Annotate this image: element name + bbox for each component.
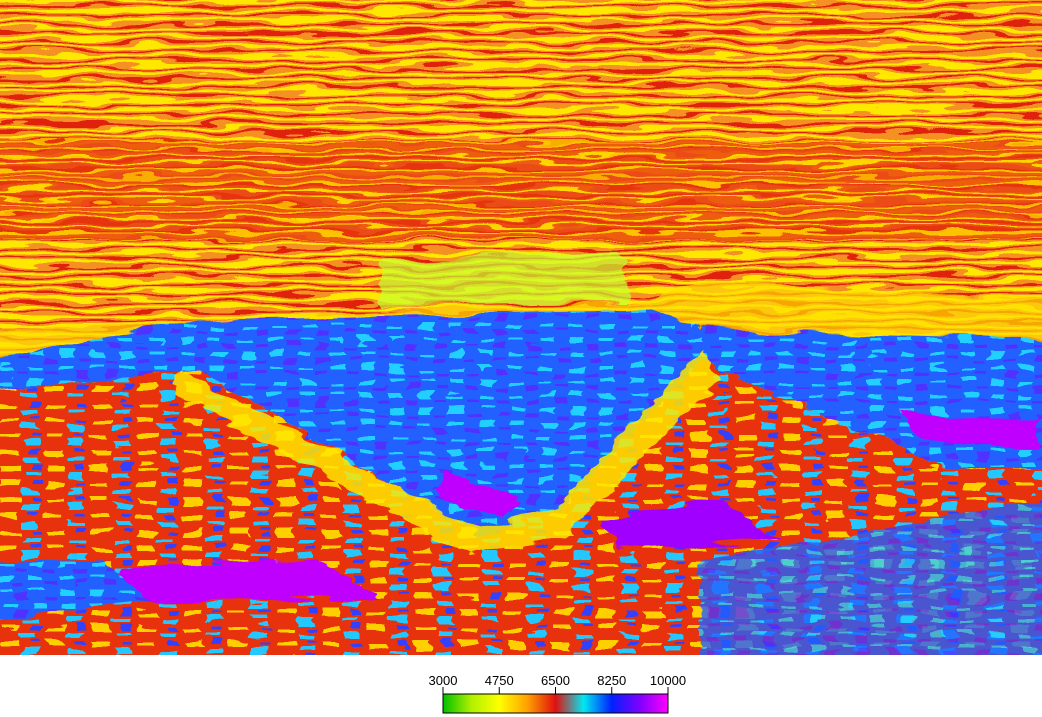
tick-label: 8250 <box>597 673 626 688</box>
tick-label: 4750 <box>485 673 514 688</box>
tick-label: 10000 <box>650 673 686 688</box>
section-image <box>0 0 1042 655</box>
tick-label: 3000 <box>429 673 458 688</box>
colorbar-panel: 3000 4750 6500 8250 10000 <box>0 655 1042 717</box>
tick-label: 6500 <box>541 673 570 688</box>
seismic-section <box>0 0 1042 655</box>
page: 3000 4750 6500 8250 10000 <box>0 0 1042 717</box>
colorbar <box>443 694 668 713</box>
